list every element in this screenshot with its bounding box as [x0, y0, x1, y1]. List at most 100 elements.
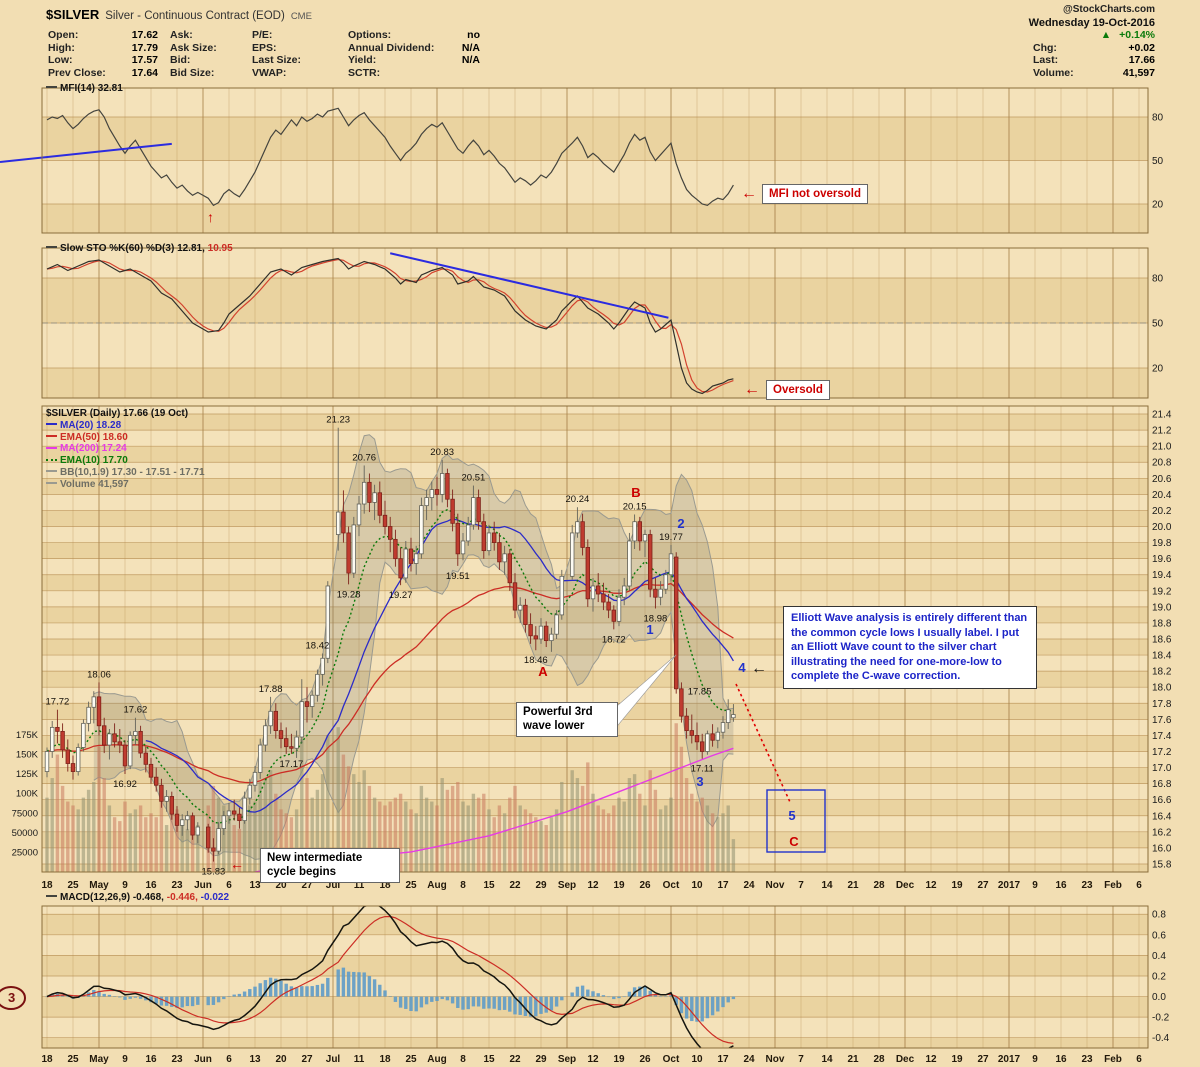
quote-row: Annual Dividend: N/A: [348, 42, 480, 55]
price-series: [44, 427, 736, 872]
svg-text:Aug: Aug: [427, 880, 446, 891]
instrument-name: Silver - Continuous Contract (EOD): [105, 10, 285, 22]
up-arrow-icon: ▲: [1100, 29, 1112, 41]
svg-text:25: 25: [67, 880, 79, 891]
quote-row: Low: 17.57: [48, 54, 158, 67]
mfi-series: [46, 107, 734, 207]
svg-text:17.85: 17.85: [688, 686, 712, 697]
svg-text:18.72: 18.72: [602, 634, 626, 645]
svg-text:17.8: 17.8: [1152, 699, 1172, 710]
line-sample-icon: [46, 470, 57, 473]
svg-text:Feb: Feb: [1104, 1054, 1122, 1065]
macd-series: [45, 906, 736, 1048]
svg-text:23: 23: [1081, 880, 1093, 891]
svg-text:50: 50: [1152, 156, 1164, 167]
svg-text:25: 25: [405, 1054, 417, 1065]
svg-text:7: 7: [798, 880, 804, 891]
svg-text:17.88: 17.88: [259, 684, 283, 695]
svg-text:20.76: 20.76: [352, 452, 376, 463]
volume-value: 41,597: [1122, 66, 1155, 79]
svg-text:20.2: 20.2: [1152, 506, 1172, 517]
exchange-label: CME: [290, 11, 312, 22]
quote-row: Options: no: [348, 29, 480, 42]
svg-text:-0.4: -0.4: [1152, 1033, 1170, 1044]
svg-text:2017: 2017: [998, 1054, 1021, 1065]
svg-text:28: 28: [873, 1054, 885, 1065]
svg-text:20: 20: [1152, 200, 1164, 211]
quote-col-change: ▲ +0.14% Chg: +0.02 Last: 17.66 Volume: 41,5…: [1033, 29, 1155, 79]
svg-text:50: 50: [1152, 319, 1164, 330]
quote-label: Ask Size:: [170, 41, 217, 54]
svg-text:13: 13: [249, 880, 261, 891]
svg-text:18: 18: [41, 1054, 53, 1065]
price-legend: $SILVER (Daily) 17.66 (19 Oct) MA(20) 18…: [46, 408, 205, 491]
quote-label: EPS:: [252, 41, 277, 54]
svg-text:19.8: 19.8: [1152, 538, 1172, 549]
svg-text:20.24: 20.24: [566, 494, 590, 505]
quote-label: Options:: [348, 29, 392, 41]
svg-text:↑: ↑: [207, 209, 214, 225]
macd-value: -0.468,: [132, 892, 164, 903]
svg-text:Sep: Sep: [558, 880, 576, 891]
svg-text:16.4: 16.4: [1152, 811, 1172, 822]
svg-text:16: 16: [145, 1054, 157, 1065]
svg-text:27: 27: [977, 880, 989, 891]
chart-header: $SILVER Silver - Continuous Contract (EOD…: [46, 6, 312, 24]
quote-value: no: [467, 29, 480, 41]
svg-text:125K: 125K: [16, 769, 39, 780]
sto-series: [42, 257, 1148, 395]
macd-legend-base: MACD(12,26,9): [60, 892, 131, 903]
svg-text:May: May: [89, 1054, 109, 1065]
svg-text:Oct: Oct: [663, 1054, 680, 1065]
svg-text:29: 29: [535, 1054, 547, 1065]
svg-text:21.23: 21.23: [326, 415, 350, 426]
svg-text:16.8: 16.8: [1152, 779, 1172, 790]
svg-text:0.2: 0.2: [1152, 971, 1166, 982]
stockcharts-brand: @StockCharts.com: [1063, 4, 1155, 15]
pct-change-row: ▲ +0.14%: [1033, 29, 1155, 42]
svg-text:16.2: 16.2: [1152, 827, 1172, 838]
quote-label: Last:: [1033, 54, 1059, 66]
svg-text:16.6: 16.6: [1152, 795, 1172, 806]
svg-text:0.4: 0.4: [1152, 951, 1166, 962]
sto-k-value: 12.81,: [177, 243, 205, 254]
svg-text:6: 6: [226, 880, 232, 891]
svg-text:Dec: Dec: [896, 880, 915, 891]
quote-label: Bid:: [170, 54, 191, 66]
svg-text:27: 27: [301, 880, 313, 891]
new-cycle-note: New intermediate cycle begins: [260, 848, 400, 883]
svg-text:17.62: 17.62: [124, 705, 148, 716]
svg-text:9: 9: [1032, 1054, 1038, 1065]
svg-text:0.8: 0.8: [1152, 910, 1166, 921]
svg-text:Jun: Jun: [194, 1054, 212, 1065]
quote-row: EPS:: [252, 42, 334, 55]
svg-text:←: ←: [751, 660, 767, 677]
svg-text:20.15: 20.15: [623, 501, 647, 512]
quote-label: Last Size:: [252, 54, 302, 66]
svg-text:19.4: 19.4: [1152, 570, 1172, 581]
svg-text:19.27: 19.27: [389, 590, 413, 601]
quote-label: Bid Size:: [170, 66, 215, 79]
svg-text:Nov: Nov: [766, 1054, 785, 1065]
quote-label: Ask:: [170, 29, 193, 41]
svg-text:5: 5: [788, 808, 795, 823]
svg-text:23: 23: [1081, 1054, 1093, 1065]
quote-row: Open: 17.62: [48, 29, 158, 42]
svg-text:24: 24: [743, 1054, 755, 1065]
svg-text:17.2: 17.2: [1152, 747, 1172, 758]
ema10-legend: EMA(10) 17.70: [60, 455, 128, 467]
quote-row: Ask:: [170, 29, 248, 42]
svg-text:17: 17: [717, 1054, 729, 1065]
svg-text:0.6: 0.6: [1152, 930, 1166, 941]
svg-text:18: 18: [41, 880, 53, 891]
svg-text:19: 19: [613, 880, 625, 891]
svg-text:18.06: 18.06: [87, 669, 111, 680]
svg-text:Oct: Oct: [663, 880, 680, 891]
svg-text:18.46: 18.46: [524, 655, 548, 666]
macd-hist-value: -0.022: [200, 892, 230, 903]
svg-text:18: 18: [379, 880, 391, 891]
svg-text:12: 12: [587, 1054, 599, 1065]
svg-text:25: 25: [67, 1054, 79, 1065]
svg-text:Nov: Nov: [766, 880, 785, 891]
